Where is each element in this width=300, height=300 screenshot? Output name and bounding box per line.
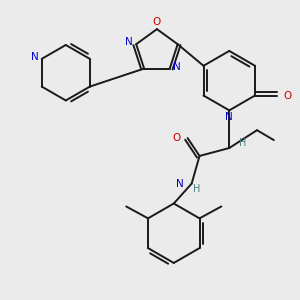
Text: H: H — [239, 138, 247, 148]
Text: N: N — [225, 112, 233, 122]
Text: O: O — [172, 133, 181, 143]
Text: N: N — [125, 37, 133, 47]
Text: N: N — [176, 179, 184, 189]
Text: N: N — [173, 61, 181, 72]
Text: N: N — [31, 52, 39, 62]
Text: H: H — [193, 184, 200, 194]
Text: O: O — [153, 17, 161, 27]
Text: O: O — [284, 91, 292, 100]
